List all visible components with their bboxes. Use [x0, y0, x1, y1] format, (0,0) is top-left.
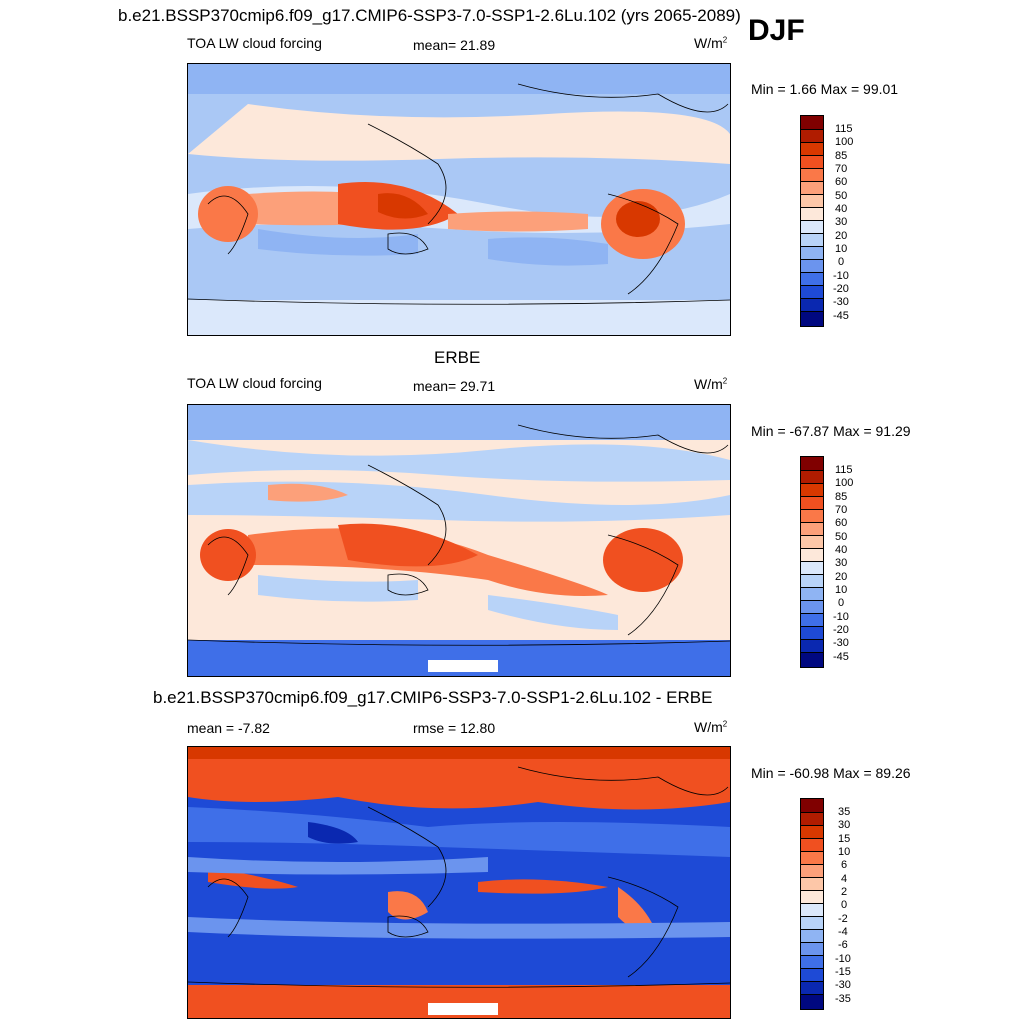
panel-1-tick: 0: [838, 256, 845, 268]
panel-2-colorbar: [800, 456, 824, 668]
panel-2-tick: 70: [835, 504, 848, 516]
panel-1-tick: 10: [835, 243, 848, 255]
panel-3-tick: 15: [838, 833, 851, 845]
panel-2-minmax: Min = -67.87 Max = 91.29: [751, 423, 911, 439]
panel-3-tick: -30: [835, 979, 851, 991]
panel-3-tick: -6: [838, 939, 848, 951]
panel-2-mean-label: mean= 29.71: [413, 378, 496, 394]
panel-2-units: W/m2: [694, 376, 728, 392]
panel-3-tick: 10: [838, 846, 851, 858]
panel-3-tick: -2: [838, 913, 848, 925]
panel-1-tick: 60: [835, 176, 848, 188]
panel-3-title: b.e21.BSSP370cmip6.f09_g17.CMIP6-SSP3-7.…: [153, 688, 713, 707]
panel-1-tick: -20: [833, 283, 849, 295]
panel-3-tick: 6: [841, 859, 848, 871]
panel-1-tick: 30: [835, 216, 848, 228]
panel-3-map: [187, 746, 731, 1019]
panel-2-title: ERBE: [434, 348, 481, 367]
panel-2-tick: 50: [835, 531, 848, 543]
panel-1-tick: 40: [835, 203, 848, 215]
panel-3-tick: 0: [841, 899, 848, 911]
panel-2-tick: -10: [833, 611, 849, 623]
panel-2-map: [187, 404, 731, 677]
panel-2-tick: 30: [835, 557, 848, 569]
season-label: DJF: [748, 14, 805, 47]
panel-3-rmse-label: rmse = 12.80: [413, 720, 496, 736]
panel-2-tick: 115: [835, 464, 853, 476]
panel-3-tick: 2: [841, 886, 848, 898]
panel-2-tick: 85: [835, 491, 848, 503]
panel-3-units: W/m2: [694, 719, 728, 735]
panel-1-tick: 85: [835, 150, 848, 162]
panel-3-tick: -35: [835, 993, 851, 1005]
panel-2-tick: -30: [833, 637, 849, 649]
panel-2-tick: 60: [835, 517, 848, 529]
panel-2-left-label: TOA LW cloud forcing: [187, 375, 322, 391]
panel-1-title: b.e21.BSSP370cmip6.f09_g17.CMIP6-SSP3-7.…: [118, 6, 741, 25]
panel-1-minmax: Min = 1.66 Max = 99.01: [751, 81, 899, 97]
panel-1-units: W/m2: [694, 35, 728, 51]
panel-3-tick: 4: [841, 873, 848, 885]
panel-1-tick: 70: [835, 163, 848, 175]
panel-3-tick: -10: [835, 953, 851, 965]
panel-3-tick: -4: [838, 926, 848, 938]
panel-1-colorbar: [800, 115, 824, 327]
panel-2-tick: -45: [833, 651, 849, 663]
panel-2-tick: 10: [835, 584, 848, 596]
panel-3-colorbar: [800, 798, 824, 1010]
panel-2-tick: 0: [838, 597, 845, 609]
panel-1-tick: -45: [833, 310, 849, 322]
panel-1-tick: -30: [833, 296, 849, 308]
panel-1-tick: -10: [833, 270, 849, 282]
panel-1-mean-label: mean= 21.89: [413, 37, 496, 53]
panel-1-tick: 20: [835, 230, 848, 242]
panel-3-tick: -15: [835, 966, 851, 978]
panel-1-left-label: TOA LW cloud forcing: [187, 35, 322, 51]
panel-3-mean-label: mean = -7.82: [187, 720, 270, 736]
panel-3-minmax: Min = -60.98 Max = 89.26: [751, 765, 911, 781]
panel-2-tick: -20: [833, 624, 849, 636]
panel-3-tick: 35: [838, 806, 851, 818]
panel-2-tick: 20: [835, 571, 848, 583]
panel-1-map: [187, 63, 731, 336]
panel-1-tick: 50: [835, 190, 848, 202]
panel-1-tick: 115: [835, 123, 853, 135]
panel-2-tick: 100: [835, 477, 854, 489]
panel-3-tick: 30: [838, 819, 851, 831]
panel-1-tick: 100: [835, 136, 854, 148]
panel-2-tick: 40: [835, 544, 848, 556]
